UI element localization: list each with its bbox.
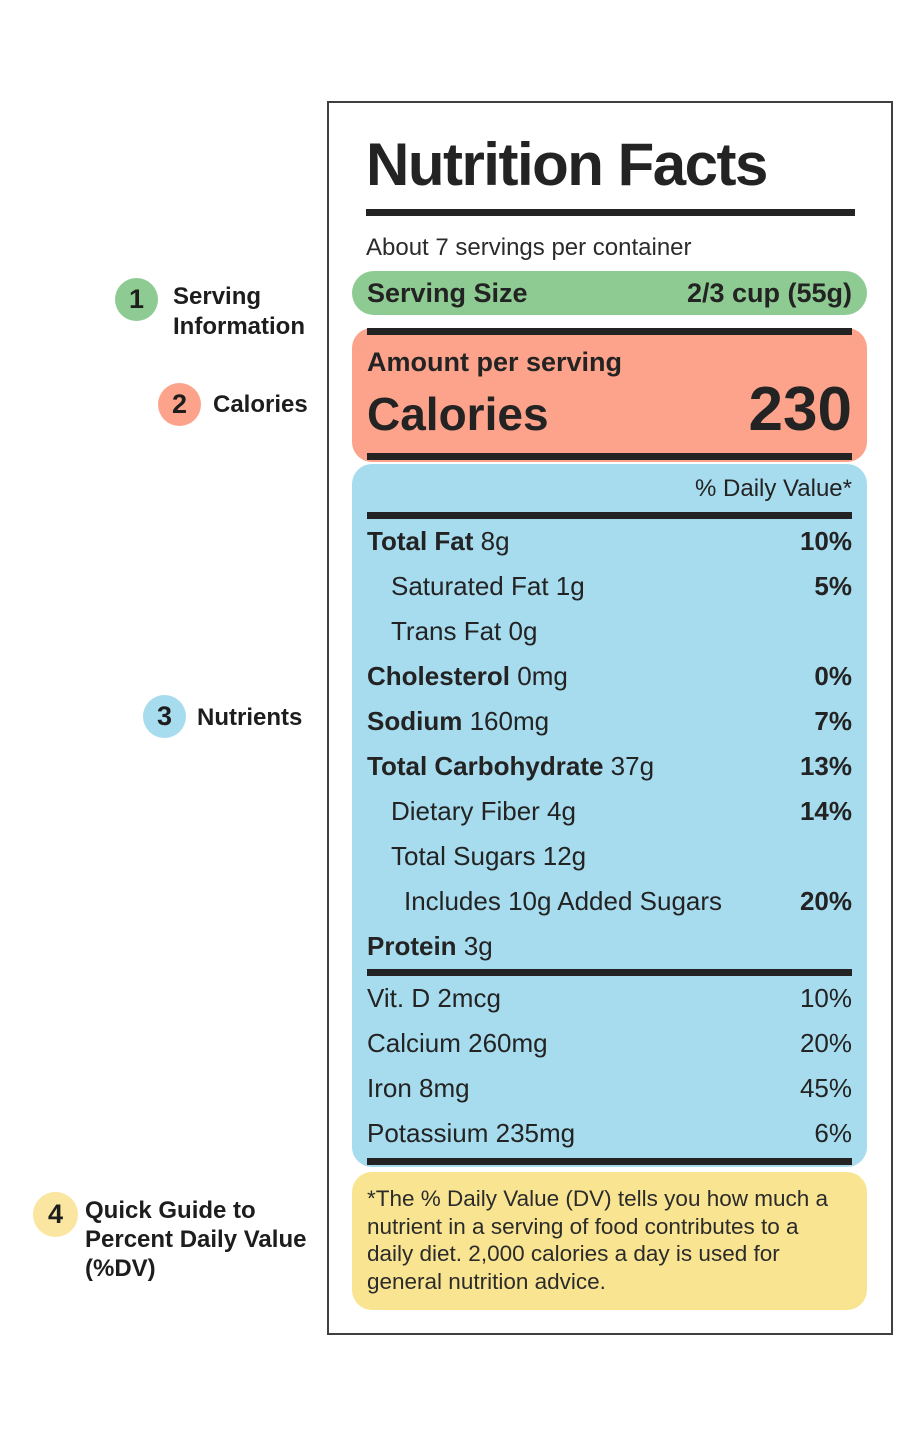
annotation-dv-guide-number: 4: [47, 1199, 64, 1229]
nutrient-row-total-sugars: Total Sugars 12g: [367, 834, 852, 879]
calories-value: 230: [748, 375, 852, 444]
title-divider: [366, 209, 855, 216]
calories-bottom-divider: [367, 453, 852, 460]
nutrient-name: Saturated Fat 1g: [391, 571, 585, 601]
nutrient-percent: 10%: [799, 526, 852, 556]
nutrient-row-saturated-fat: Saturated Fat 1g 5%: [367, 564, 852, 609]
annotation-calories-number: 2: [171, 389, 188, 419]
nutrient-percent: 14%: [799, 796, 852, 826]
nutrient-name: Cholesterol 0mg: [367, 661, 568, 691]
nutrient-name: Protein 3g: [367, 931, 493, 961]
vitamin-row-iron: Iron 8mg 45%: [367, 1066, 852, 1111]
nutrient-percent: 5%: [814, 571, 852, 601]
vitamin-percent: 45%: [799, 1073, 852, 1103]
serving-size-label: Serving Size: [367, 277, 528, 308]
serving-size-row: Serving Size 2/3 cup (55g): [352, 271, 867, 315]
nutrition-label-box: Nutrition Facts About 7 servings per con…: [327, 101, 893, 1335]
vitamin-name: Calcium 260mg: [367, 1028, 548, 1058]
nutrient-percent: 20%: [799, 886, 852, 916]
calories-row: Calories 230: [367, 379, 852, 445]
vitamin-row-vitamin-d: Vit. D 2mcg 10%: [367, 976, 852, 1021]
vitamin-name: Potassium 235mg: [367, 1118, 576, 1148]
annotation-dv-guide-label: Quick Guide to Percent Daily Value (%DV): [85, 1197, 307, 1282]
annotation-serving-label: Serving Information: [173, 283, 305, 340]
vitamin-percent: 20%: [799, 1028, 852, 1058]
vitamin-percent: 6%: [814, 1118, 852, 1148]
nutrient-name: Trans Fat 0g: [391, 616, 538, 646]
annotation-nutrients-label: Nutrients: [197, 704, 303, 731]
daily-value-divider: [367, 512, 852, 519]
annotation-nutrients-marker: 3: [143, 695, 186, 738]
daily-value-header: % Daily Value*: [695, 475, 852, 502]
vitamins-divider: [367, 969, 852, 976]
vitamin-row-calcium: Calcium 260mg 20%: [367, 1021, 852, 1066]
annotation-calories-label: Calories: [213, 391, 308, 418]
nutrient-name: Includes 10g Added Sugars: [404, 886, 723, 916]
annotation-serving-number: 1: [128, 284, 145, 314]
nutrient-name: Total Fat 8g: [367, 526, 510, 556]
footnote-block: *The % Daily Value (DV) tells you how mu…: [352, 1172, 867, 1310]
nutrient-row-total-carbohydrate: Total Carbohydrate 37g 13%: [367, 744, 852, 789]
nutrient-name: Dietary Fiber 4g: [391, 796, 576, 826]
annotation-calories-marker: 2: [158, 383, 201, 426]
label-title: Nutrition Facts: [366, 131, 768, 198]
footnote-divider: [367, 1158, 852, 1165]
nutrient-row-sodium: Sodium 160mg 7%: [367, 699, 852, 744]
calories-block: Amount per serving Calories 230: [352, 328, 867, 462]
nutrient-percent: 7%: [814, 706, 852, 736]
nutrient-name: Sodium 160mg: [367, 706, 550, 736]
calories-label: Calories: [367, 388, 549, 440]
nutrient-row-cholesterol: Cholesterol 0mg 0%: [367, 654, 852, 699]
nutrient-row-trans-fat: Trans Fat 0g: [367, 609, 852, 654]
calories-top-divider: [367, 328, 852, 335]
amount-per-serving-label: Amount per serving: [367, 347, 623, 377]
nutrient-percent: 13%: [799, 751, 852, 781]
vitamin-name: Iron 8mg: [367, 1073, 470, 1103]
vitamin-row-potassium: Potassium 235mg 6%: [367, 1111, 852, 1156]
nutrient-row-protein: Protein 3g: [367, 924, 852, 969]
nutrient-row-added-sugars: Includes 10g Added Sugars 20%: [367, 879, 852, 924]
footnote-text: *The % Daily Value (DV) tells you how mu…: [367, 1186, 829, 1294]
annotation-serving-marker: 1: [115, 278, 158, 321]
nutrients-block: % Daily Value* Total Fat 8g 10% Saturate…: [352, 464, 867, 1167]
nutrient-name: Total Carbohydrate 37g: [367, 751, 655, 781]
nutrient-name: Total Sugars 12g: [391, 841, 587, 871]
annotation-dv-guide-marker: 4: [33, 1192, 78, 1237]
vitamin-percent: 10%: [799, 983, 852, 1013]
vitamin-name: Vit. D 2mcg: [367, 983, 501, 1013]
nutrient-percent: 0%: [814, 661, 852, 691]
nutrient-row-total-fat: Total Fat 8g 10%: [367, 519, 852, 564]
serving-size-value: 2/3 cup (55g): [686, 277, 852, 308]
nutrient-row-dietary-fiber: Dietary Fiber 4g 14%: [367, 789, 852, 834]
servings-per-container: About 7 servings per container: [366, 234, 692, 261]
annotation-nutrients-number: 3: [156, 701, 173, 731]
